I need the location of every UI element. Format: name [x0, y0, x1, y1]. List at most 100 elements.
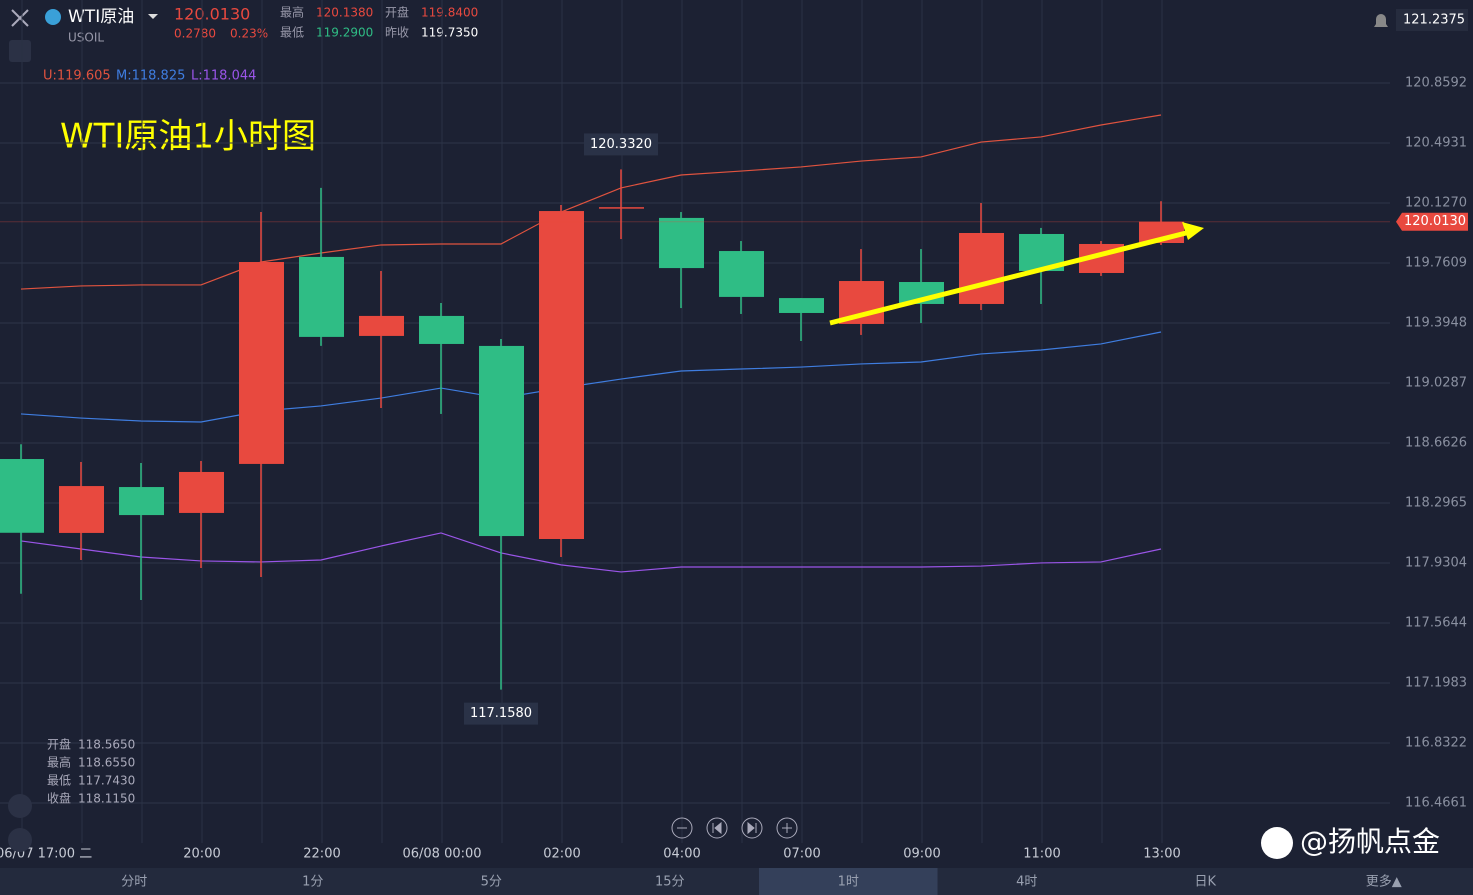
- candle-body[interactable]: [599, 207, 644, 209]
- tab-selected: [759, 868, 938, 895]
- x-tick-label: 11:00: [1023, 847, 1060, 862]
- candle-body[interactable]: [119, 487, 164, 516]
- high-label: 120.3320: [590, 137, 652, 152]
- zoom-controls: [671, 817, 798, 839]
- y-tick-label: 120.8592: [1405, 75, 1467, 90]
- close-button[interactable]: [11, 9, 29, 27]
- y-tick-label: 117.5644: [1405, 616, 1467, 631]
- trend-arrow: [829, 229, 1191, 326]
- candle-body[interactable]: [239, 262, 284, 464]
- low-tag: [464, 702, 538, 725]
- y-tick-label: 118.6626: [1405, 436, 1467, 451]
- stat-value: 120.1380: [316, 6, 373, 20]
- tab[interactable]: 更多▲: [1366, 874, 1402, 890]
- x-tick-label: 09:00: [903, 847, 940, 862]
- tab[interactable]: 1分: [302, 875, 323, 890]
- candle-body[interactable]: [659, 217, 704, 269]
- tab[interactable]: 15分: [655, 875, 685, 890]
- candle-body[interactable]: [359, 315, 404, 336]
- x-tick-label: 22:00: [303, 847, 340, 862]
- x-tick-label: 02:00: [543, 847, 580, 862]
- to-end[interactable]: [741, 817, 763, 839]
- tab[interactable]: 4时: [1016, 875, 1037, 890]
- y-tick-label: 116.8322: [1405, 736, 1467, 751]
- ohlc-label: 开盘: [47, 737, 71, 752]
- candle-body[interactable]: [0, 459, 44, 533]
- ohlc-value: 117.7430: [78, 774, 135, 788]
- band-legend: L:118.044: [191, 69, 256, 84]
- symbol-logo: [45, 9, 61, 25]
- ohlc-label: 最低: [47, 774, 71, 788]
- code: USOIL: [68, 31, 104, 45]
- indicator-button[interactable]: [8, 794, 32, 818]
- annotation-title: WTI原油1小时图: [60, 117, 316, 157]
- high-tag: [584, 133, 658, 156]
- trend-arrowhead: [1182, 222, 1204, 240]
- tab[interactable]: 日K: [1194, 875, 1216, 890]
- change: 0.2780: [174, 27, 216, 41]
- to-start[interactable]: [706, 817, 728, 839]
- shrink-button[interactable]: [9, 40, 31, 62]
- draw-button[interactable]: [8, 828, 32, 852]
- change-pct: 0.23%: [230, 27, 268, 41]
- bell[interactable]: [1374, 14, 1388, 27]
- ohlc-label: 收盘: [47, 791, 71, 806]
- price: 120.0130: [174, 5, 250, 24]
- candle-body[interactable]: [539, 211, 584, 539]
- band-legend: U:119.605: [43, 69, 111, 84]
- y-tick-label: 120.1270: [1405, 196, 1467, 211]
- x-tick-label: 06/08 00:00: [402, 847, 481, 862]
- tab[interactable]: 1时: [838, 875, 859, 890]
- x-tick-label: 13:00: [1143, 847, 1180, 862]
- x-tick-label: 07:00: [783, 847, 820, 862]
- y-tick-label: 120.4931: [1405, 136, 1467, 151]
- stat-value: 119.7350: [421, 26, 478, 40]
- x-tick-label: 20:00: [183, 847, 220, 862]
- ohlc-value: 118.5650: [78, 738, 135, 752]
- x-tick-label: 04:00: [663, 847, 700, 862]
- candle-body[interactable]: [59, 486, 104, 533]
- candle-body[interactable]: [779, 298, 824, 313]
- band-line: [20, 114, 1162, 290]
- watermark-logo: [1261, 827, 1293, 859]
- y-tick-label: 119.0287: [1405, 376, 1467, 391]
- zoom-out[interactable]: [671, 817, 693, 839]
- y-tick-label: 119.3948: [1405, 316, 1467, 331]
- top-right-box: [1396, 9, 1468, 31]
- stat-value: 119.2900: [316, 26, 373, 40]
- candle-body[interactable]: [299, 256, 344, 337]
- tab[interactable]: 5分: [481, 875, 502, 890]
- last-price-label: 120.0130: [1404, 214, 1466, 229]
- candle-body[interactable]: [959, 232, 1004, 304]
- stat-label: 昨收: [385, 26, 409, 40]
- top-right-value: 121.2375: [1403, 13, 1465, 28]
- plot: 120.8592 120.4931 120.1270 119.7609 119.3948…: [0, 0, 1468, 862]
- y-tick-label: 117.9304: [1405, 556, 1467, 571]
- candle-body[interactable]: [719, 251, 764, 297]
- symbol[interactable]: WTI原油: [68, 7, 134, 27]
- tab-bar: [0, 868, 1473, 895]
- stat-value: 119.8400: [421, 6, 478, 20]
- candle-body[interactable]: [479, 345, 524, 537]
- stat-label: 开盘: [385, 5, 409, 20]
- band-line: [20, 532, 1162, 573]
- stat-label: 最高: [280, 5, 304, 20]
- ohlc-value: 118.6550: [78, 756, 135, 770]
- dropdown[interactable]: [148, 14, 158, 19]
- band-legend: M:118.825: [116, 69, 185, 84]
- band-line: [20, 331, 1162, 423]
- ohlc-value: 118.1150: [78, 792, 135, 806]
- candle-body[interactable]: [179, 471, 224, 513]
- y-tick-label: 118.2965: [1405, 496, 1467, 511]
- tab[interactable]: 分时: [121, 875, 147, 890]
- watermark: @扬帆点金: [1300, 825, 1440, 858]
- header: WTI原油 USOIL 120.0130 0.2780 0.23% 121.23…: [9, 5, 1468, 62]
- candle-body[interactable]: [419, 315, 464, 344]
- y-tick-label: 119.7609: [1405, 256, 1467, 271]
- low-label: 117.1580: [470, 706, 532, 721]
- stat-label: 最低: [280, 26, 304, 40]
- zoom-in[interactable]: [776, 817, 798, 839]
- ohlc-label: 最高: [47, 755, 71, 770]
